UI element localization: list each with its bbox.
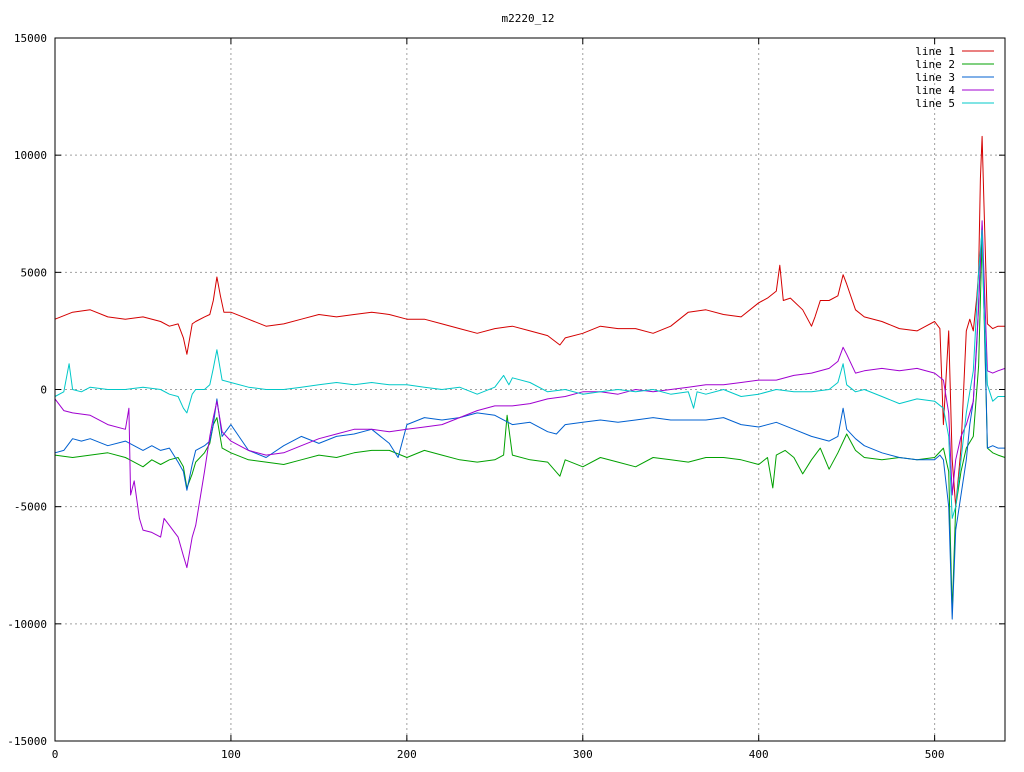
x-tick-label: 300 xyxy=(573,748,593,761)
x-tick-label: 0 xyxy=(52,748,59,761)
y-tick-label: -15000 xyxy=(7,735,47,748)
y-tick-label: 10000 xyxy=(14,149,47,162)
chart-title: m2220_12 xyxy=(502,12,555,25)
legend-label-4: line 4 xyxy=(915,84,955,97)
x-tick-label: 100 xyxy=(221,748,241,761)
y-tick-label: 5000 xyxy=(21,266,48,279)
series-line-1 xyxy=(54,135,1005,508)
y-tick-label: 15000 xyxy=(14,32,47,45)
y-tick-label: -5000 xyxy=(14,501,47,514)
gridlines xyxy=(55,38,1005,741)
legend-label-2: line 2 xyxy=(915,58,955,71)
series-line-3 xyxy=(54,225,1005,620)
series-line-2 xyxy=(54,236,1006,613)
y-tick-label: 0 xyxy=(40,384,47,397)
legend-label-1: line 1 xyxy=(915,45,955,58)
legend-label-5: line 5 xyxy=(915,97,955,110)
legend-label-3: line 3 xyxy=(915,71,955,84)
y-tick-label: -10000 xyxy=(7,618,47,631)
series-line-4 xyxy=(54,220,1006,569)
axis-ticks: -15000 -10000 -5000 0 5000 10000 15000 0 100 200 3… xyxy=(7,32,1005,761)
x-tick-label: 400 xyxy=(749,748,769,761)
series-line-5 xyxy=(54,229,1005,519)
x-tick-label: 500 xyxy=(925,748,945,761)
x-tick-label: 200 xyxy=(397,748,417,761)
series-lines xyxy=(54,135,1006,620)
